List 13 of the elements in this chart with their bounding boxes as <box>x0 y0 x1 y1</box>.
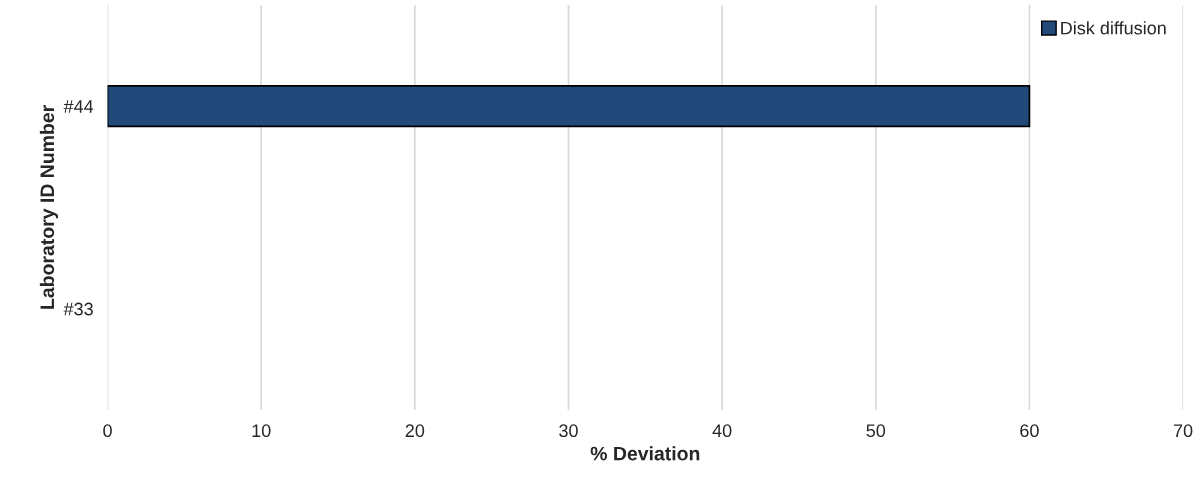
x-tick-label: 0 <box>103 424 112 438</box>
y-tick-label: #44 <box>63 100 94 113</box>
x-axis-title: % Deviation <box>590 446 700 461</box>
x-tick-label: 70 <box>1173 424 1193 438</box>
y-axis-title: Laboratory ID Number <box>39 105 58 309</box>
x-tick-label: 60 <box>1020 424 1039 438</box>
y-tick-label: #33 <box>63 302 93 316</box>
x-tick-label: 50 <box>866 424 886 438</box>
x-tick-label: 40 <box>712 424 732 438</box>
x-tick-label: 30 <box>559 424 578 438</box>
x-tick-label: 20 <box>405 424 425 438</box>
x-tick-label: 10 <box>252 424 271 438</box>
legend-label: Disk diffusion <box>1061 21 1166 35</box>
